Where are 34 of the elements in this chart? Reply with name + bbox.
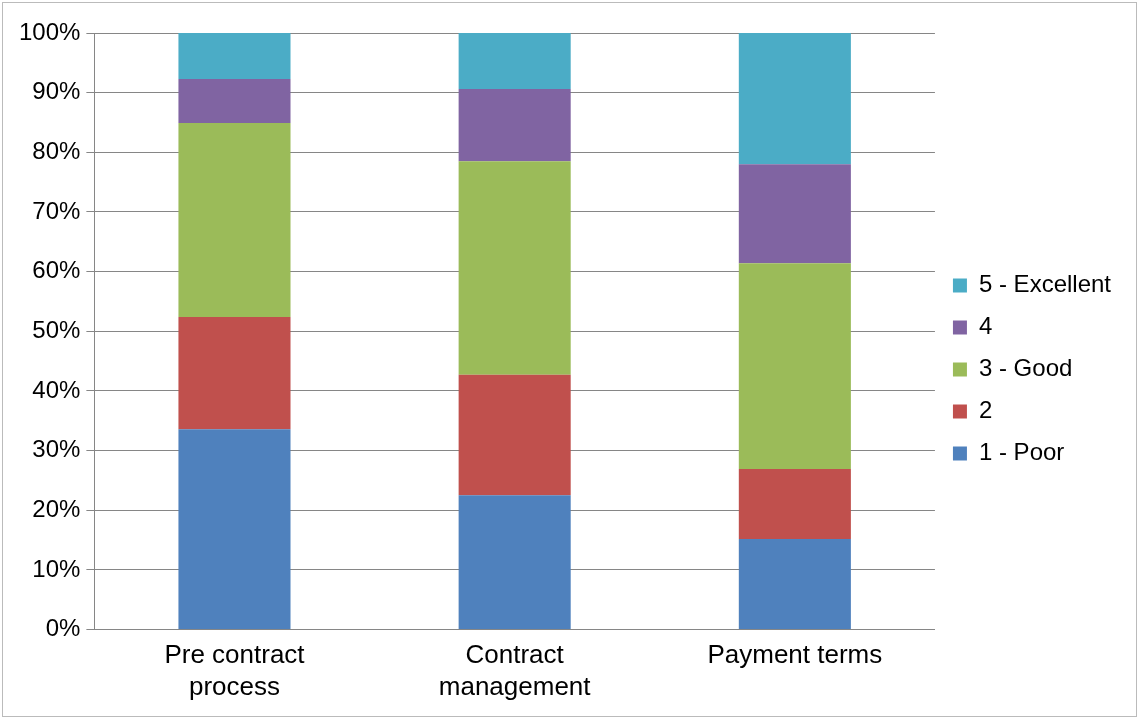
bar [738,164,851,264]
bar [458,89,571,162]
bar [458,161,571,375]
y-tick-label: 0% [45,614,81,642]
y-tick-label: 90% [32,77,81,105]
bar [178,429,291,630]
y-tick-label: 70% [32,196,81,224]
y-tick-label: 30% [32,435,81,463]
bar [738,263,851,470]
y-tick-label: 40% [32,375,81,403]
bar [738,538,851,630]
y-tick-label: 50% [32,315,81,343]
bar [178,123,291,317]
bar [738,469,851,539]
y-tick-label: 20% [32,494,81,522]
y-tick-label: 80% [32,136,81,164]
bar [458,33,571,90]
bar [738,33,851,165]
y-tick-label: 10% [32,554,81,582]
y-tick-label: 100% [18,17,81,45]
legend-label: 3 - Good [978,354,1073,382]
bar [458,374,571,496]
bar [458,495,571,630]
legend-label: 5 - Excellent [978,270,1112,298]
y-tick-label: 60% [32,256,81,284]
legend-label: 4 [978,312,993,340]
bar [178,316,291,430]
x-tick-label: Contract management [438,639,592,701]
x-tick-label: Pre contract process [164,639,306,701]
bar [178,78,291,124]
legend-label: 2 [978,396,993,424]
bar [178,33,291,79]
x-tick-label: Payment terms [707,639,883,670]
legend-label: 1 - Poor [978,438,1065,466]
